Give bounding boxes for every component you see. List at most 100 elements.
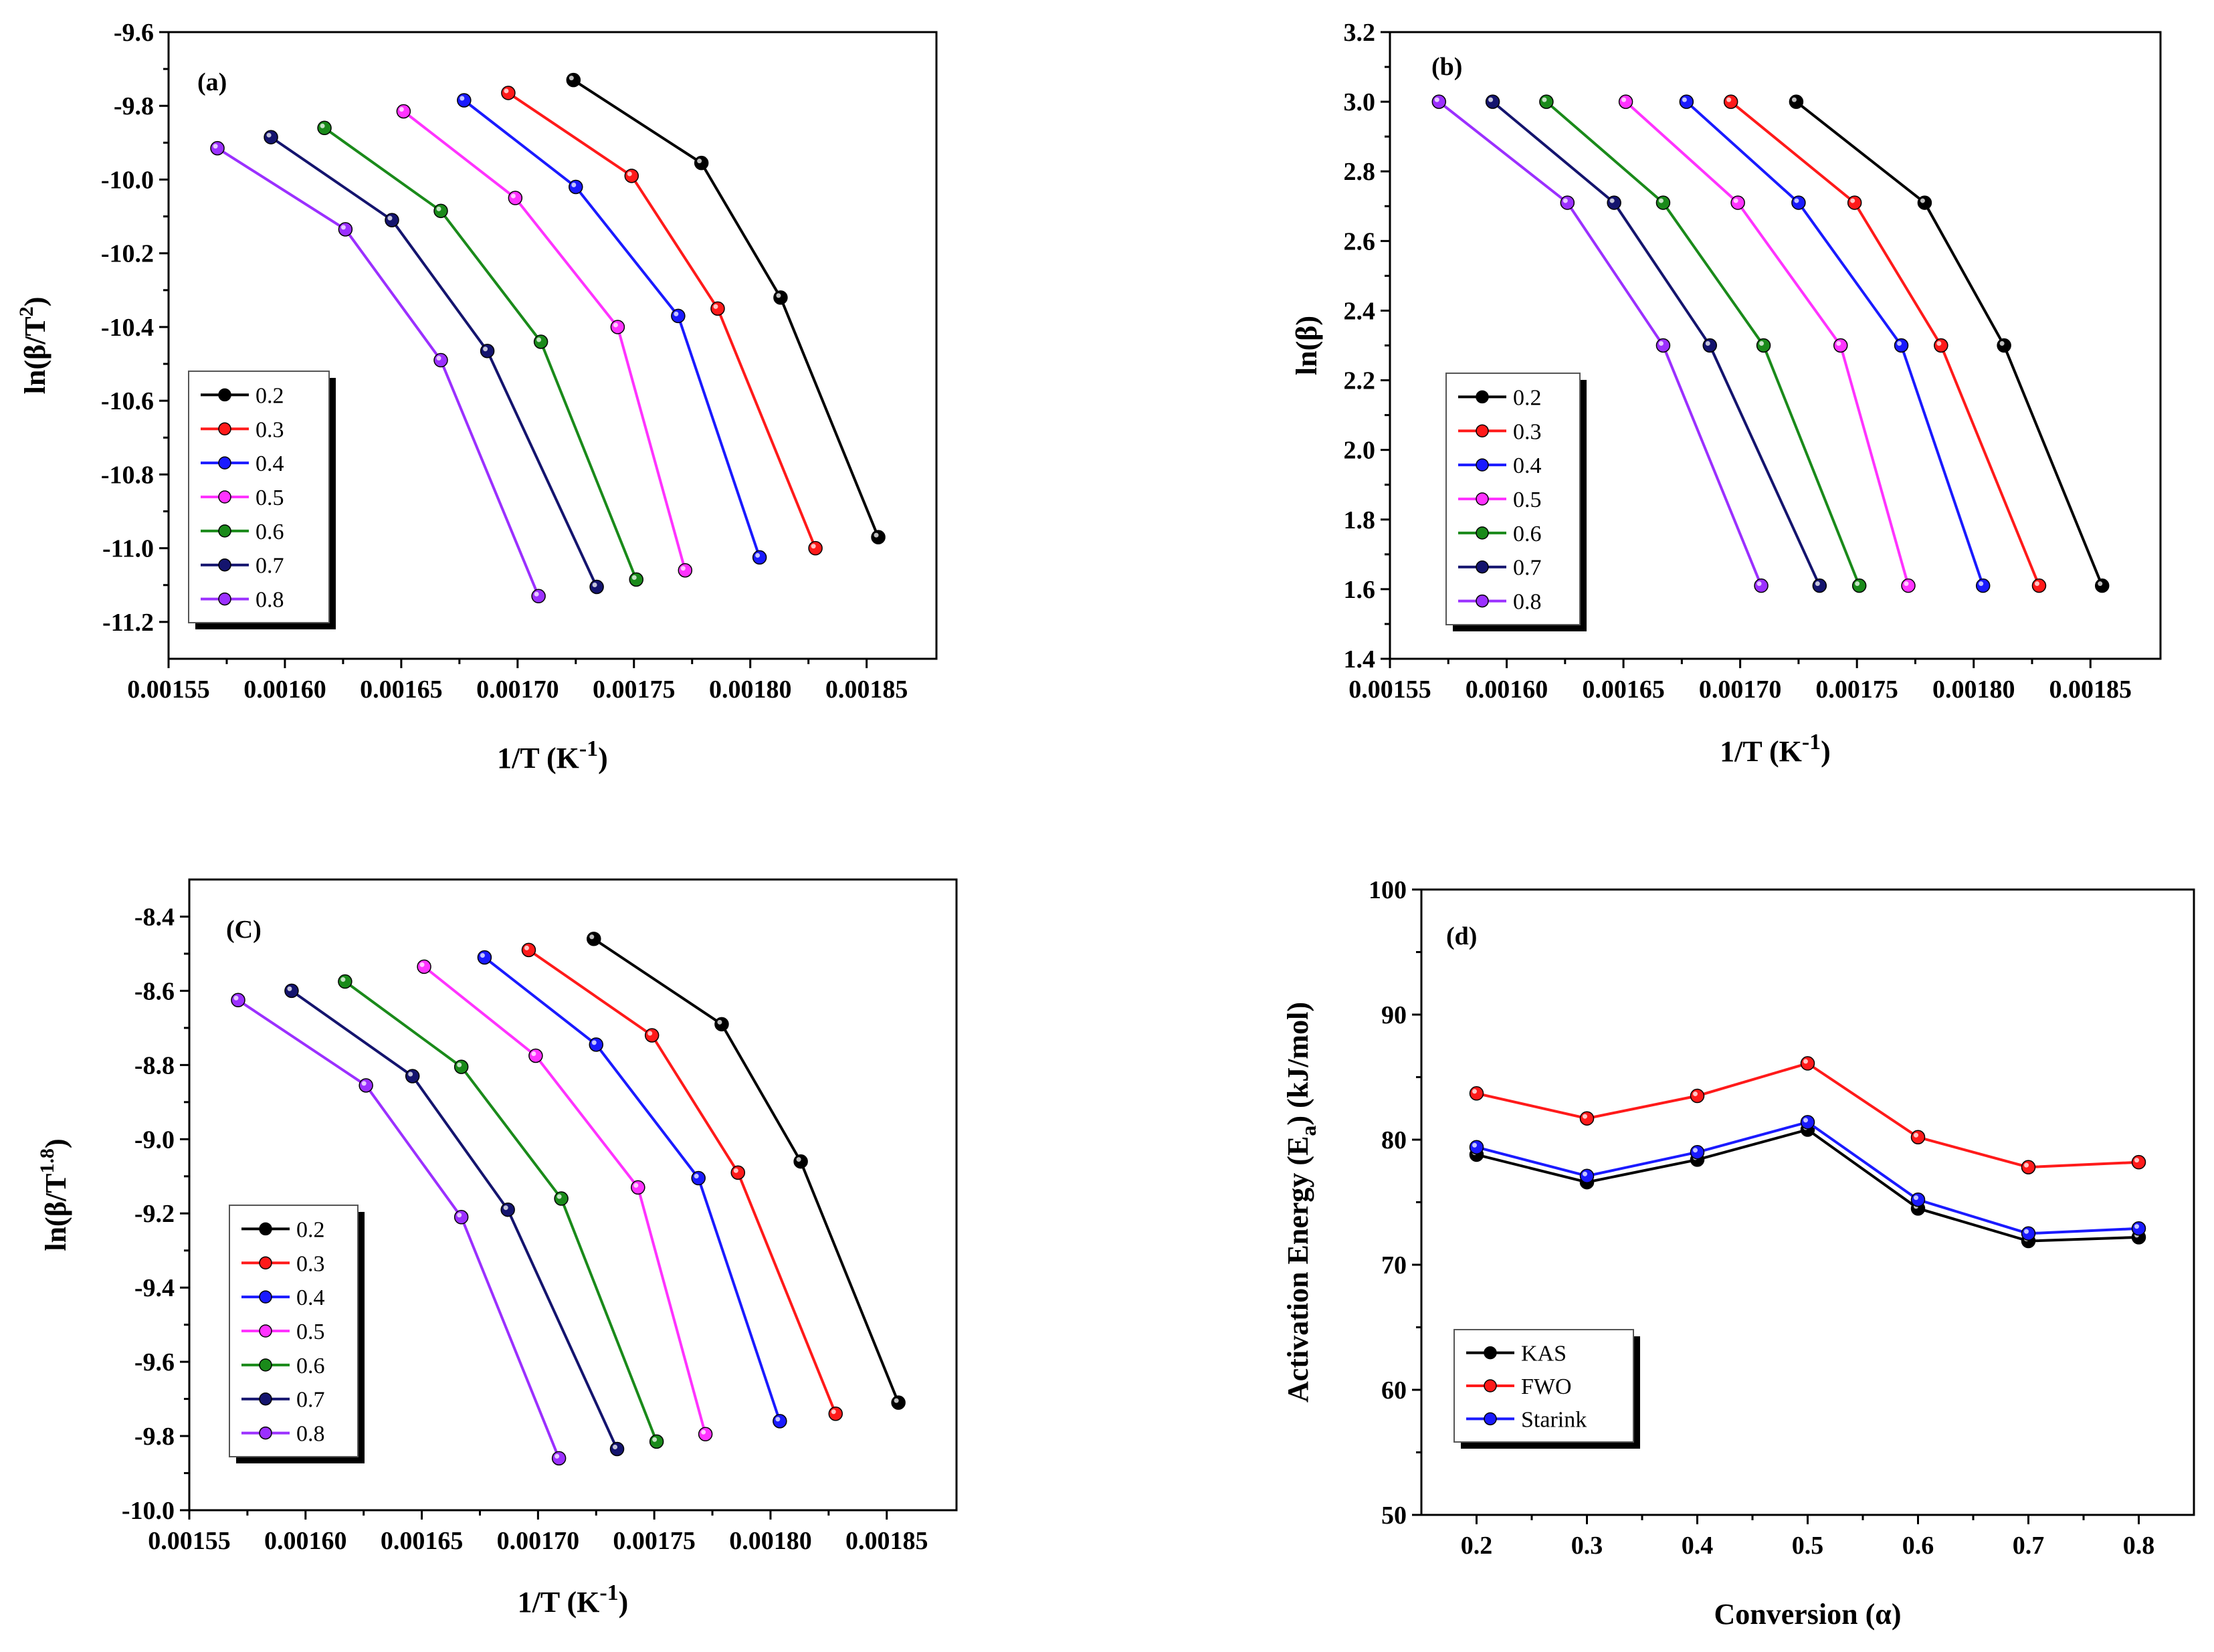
data-point-0.2 xyxy=(694,155,709,171)
series-line-0.6 xyxy=(344,980,658,1443)
data-point-highlight xyxy=(510,193,516,199)
series-line-0.8 xyxy=(237,999,561,1459)
legend-marker-KAS xyxy=(1484,1346,1497,1360)
legend-marker-0.4 xyxy=(259,1290,272,1304)
legend-label-0.5: 0.5 xyxy=(1513,488,1542,512)
x-tick-label: 0.5 xyxy=(1792,1532,1824,1560)
legend-marker-FWO xyxy=(1484,1379,1497,1392)
data-point-highlight xyxy=(387,215,393,221)
y-tick-label: -8.8 xyxy=(134,1051,175,1079)
data-point-highlight xyxy=(1979,581,1984,587)
data-point-0.2 xyxy=(566,72,581,88)
x-tick-label: 0.7 xyxy=(2013,1532,2045,1560)
data-point-0.6 xyxy=(533,334,548,349)
x-tick-label: 0.00175 xyxy=(613,1527,696,1555)
data-point-highlight xyxy=(408,1071,413,1077)
series-line-0.5 xyxy=(1625,100,1910,587)
data-point-highlight xyxy=(674,311,679,316)
data-point-0.5 xyxy=(1833,338,1848,353)
legend-label-Starink: Starink xyxy=(1521,1407,1587,1432)
data-point-0.8 xyxy=(433,352,448,368)
data-point-0.5 xyxy=(417,959,431,974)
data-point-FWO xyxy=(2021,1160,2036,1174)
data-point-0.5 xyxy=(396,104,411,119)
data-point-highlight xyxy=(1682,97,1687,102)
data-point-0.3 xyxy=(501,86,516,100)
x-tick-label: 0.3 xyxy=(1571,1532,1603,1560)
data-point-highlight xyxy=(483,346,488,352)
series-line-0.7 xyxy=(290,989,619,1450)
data-point-0.5 xyxy=(610,320,625,334)
data-point-Starink xyxy=(1690,1144,1705,1160)
x-tick-label: 0.00155 xyxy=(127,676,210,704)
data-point-highlight xyxy=(733,1168,738,1173)
y-tick-label: -8.6 xyxy=(134,977,175,1005)
data-point-highlight xyxy=(680,566,686,571)
y-axis-title: ln(β) xyxy=(1290,316,1323,375)
x-tick-label: 0.8 xyxy=(2123,1532,2155,1560)
data-point-0.6 xyxy=(1655,195,1671,210)
series-line-0.5 xyxy=(423,965,707,1435)
legend-label-0.4: 0.4 xyxy=(1513,453,1542,478)
data-point-0.8 xyxy=(531,589,546,604)
data-point-0.3 xyxy=(1847,195,1862,210)
legend-marker-0.7 xyxy=(1476,560,1489,574)
y-tick-label: 90 xyxy=(1381,1001,1407,1029)
legend-marker-0.6 xyxy=(218,524,231,538)
legend-label-0.7: 0.7 xyxy=(296,1388,325,1413)
y-tick-label: -9.8 xyxy=(134,1423,175,1451)
data-point-0.7 xyxy=(1702,338,1718,353)
legend-marker-0.7 xyxy=(218,558,231,572)
legend-marker-0.5 xyxy=(1476,492,1489,506)
x-axis-title: 1/T (K-1) xyxy=(518,1580,629,1619)
series-line-0.6 xyxy=(323,126,638,581)
chart-panel-c: 0.00155 0.00160 0.00165 0.00170 0.00175 0.001… xyxy=(36,878,958,1619)
data-point-highlight xyxy=(266,132,272,138)
data-point-highlight xyxy=(874,532,879,538)
x-tick-label: 0.00170 xyxy=(497,1527,580,1555)
data-point-FWO xyxy=(1579,1111,1595,1126)
data-point-highlight xyxy=(631,575,637,580)
y-tick-label: -9.2 xyxy=(134,1200,175,1228)
data-point-highlight xyxy=(1920,198,1925,203)
data-point-highlight xyxy=(1542,97,1547,102)
series-line-0.4 xyxy=(1685,100,1985,587)
data-point-0.4 xyxy=(671,308,686,324)
data-point-highlight xyxy=(1693,1092,1698,1097)
legend-marker-Starink xyxy=(1484,1412,1497,1426)
data-point-highlight xyxy=(633,1182,639,1188)
data-point-highlight xyxy=(571,182,577,187)
legend-label-0.2: 0.2 xyxy=(1513,385,1542,410)
y-tick-label: 1.6 xyxy=(1344,576,1376,604)
y-tick-label: 3.0 xyxy=(1344,88,1376,116)
series-line-0.3 xyxy=(507,92,817,549)
series-line-0.3 xyxy=(528,948,837,1415)
data-point-0.6 xyxy=(317,120,332,136)
data-point-highlight xyxy=(1563,198,1568,203)
data-point-0.4 xyxy=(1894,338,1909,353)
data-point-highlight xyxy=(1756,581,1762,587)
data-point-0.7 xyxy=(609,1441,625,1457)
data-point-0.4 xyxy=(773,1414,787,1429)
chart-panel-a: 0.00155 0.00160 0.00165 0.00170 0.00175 0.001… xyxy=(15,19,938,775)
legend-marker-0.8 xyxy=(259,1426,272,1440)
series-line-0.8 xyxy=(217,146,540,597)
legend: 0.2 0.3 0.4 0.5 0.6 0.7 0.8 xyxy=(1445,373,1587,631)
legend-marker-0.4 xyxy=(218,456,231,470)
data-point-0.3 xyxy=(730,1165,746,1180)
y-tick-label: 2.2 xyxy=(1344,367,1376,395)
data-point-0.4 xyxy=(457,93,472,108)
data-point-FWO xyxy=(1910,1130,1926,1145)
y-axis-title: ln(β/T2) xyxy=(15,297,52,395)
x-tick-label: 0.00170 xyxy=(1699,676,1782,704)
series-line-0.7 xyxy=(270,136,598,588)
y-tick-label: -9.0 xyxy=(134,1126,175,1154)
plot-frame xyxy=(167,31,938,660)
data-point-0.5 xyxy=(528,1048,543,1063)
data-point-0.2 xyxy=(1917,195,1932,210)
x-tick-label: 0.4 xyxy=(1682,1532,1714,1560)
x-tick-label: 0.00180 xyxy=(729,1527,812,1555)
x-tick-label: 0.00160 xyxy=(243,676,326,704)
chart-panel-d: 0.2 0.3 0.4 0.5 0.6 0.7 0.8 50 60 70 80 90 100 (d) Con… xyxy=(1282,876,2195,1631)
legend-label-FWO: FWO xyxy=(1521,1374,1572,1399)
